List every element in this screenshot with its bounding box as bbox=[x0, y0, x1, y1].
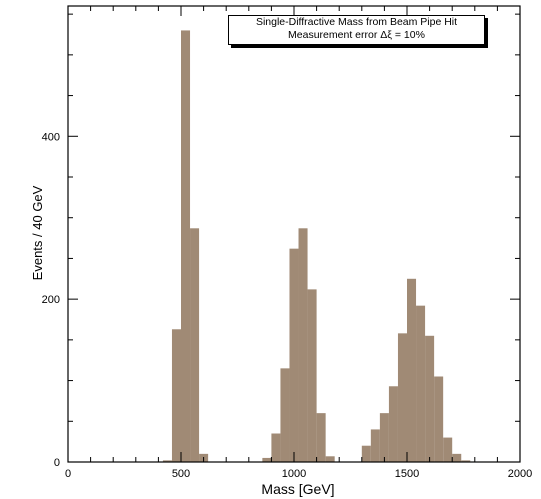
histogram-bar bbox=[461, 460, 471, 462]
histogram-bar bbox=[407, 278, 417, 462]
histogram-bar bbox=[298, 228, 308, 462]
histogram-bar bbox=[388, 386, 398, 462]
histogram-bar bbox=[262, 457, 272, 462]
histogram-bar bbox=[271, 433, 281, 462]
y-tick-label: 200 bbox=[42, 294, 60, 306]
x-tick-label: 2000 bbox=[508, 468, 532, 480]
annotation-box: Single-Diffractive Mass from Beam Pipe H… bbox=[228, 15, 485, 45]
histogram-bar bbox=[379, 413, 389, 462]
x-axis-label: Mass [GeV] bbox=[261, 481, 334, 497]
histogram-bar bbox=[190, 228, 200, 462]
histogram-bar bbox=[452, 453, 462, 462]
histogram-bar bbox=[162, 460, 172, 462]
histogram-bar bbox=[397, 333, 407, 462]
y-tick-label: 0 bbox=[54, 457, 60, 469]
histogram-bar bbox=[171, 329, 181, 462]
histogram-bar bbox=[370, 429, 380, 462]
histogram-bar bbox=[361, 445, 371, 462]
x-tick-label: 1000 bbox=[282, 468, 306, 480]
x-tick-label: 0 bbox=[65, 468, 71, 480]
histogram-bar bbox=[316, 413, 326, 462]
plot-frame bbox=[67, 5, 521, 463]
histogram-bar bbox=[443, 437, 453, 462]
x-tick-label: 500 bbox=[172, 468, 190, 480]
annotation-line-2: Measurement error Δξ = 10% bbox=[288, 29, 425, 41]
annotation-line-1: Single-Diffractive Mass from Beam Pipe H… bbox=[255, 16, 458, 28]
x-tick-label: 1500 bbox=[395, 468, 419, 480]
x-tick-labels: 0 500 1000 1500 2000 bbox=[65, 468, 532, 480]
histogram-bar bbox=[434, 376, 444, 462]
histogram-bar bbox=[181, 30, 191, 463]
y-tick-labels: 0 200 400 bbox=[42, 131, 60, 469]
histogram-bar bbox=[280, 368, 290, 462]
y-axis-label: Events / 40 GeV bbox=[30, 185, 45, 280]
histogram-bar bbox=[307, 289, 317, 462]
histogram-bars bbox=[162, 30, 471, 463]
histogram-bar bbox=[425, 335, 435, 462]
histogram-bar bbox=[416, 305, 426, 462]
histogram-bar bbox=[289, 248, 299, 462]
histogram-bar bbox=[325, 456, 335, 462]
y-tick-label: 400 bbox=[42, 131, 60, 143]
